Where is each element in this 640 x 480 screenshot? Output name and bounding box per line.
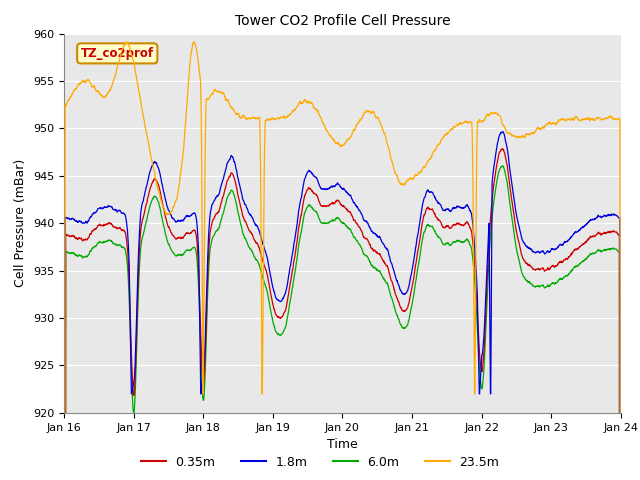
Title: Tower CO2 Profile Cell Pressure: Tower CO2 Profile Cell Pressure	[235, 14, 450, 28]
Text: TZ_co2prof: TZ_co2prof	[81, 47, 154, 60]
Legend: 0.35m, 1.8m, 6.0m, 23.5m: 0.35m, 1.8m, 6.0m, 23.5m	[136, 451, 504, 474]
X-axis label: Time: Time	[327, 438, 358, 451]
Y-axis label: Cell Pressure (mBar): Cell Pressure (mBar)	[15, 159, 28, 288]
